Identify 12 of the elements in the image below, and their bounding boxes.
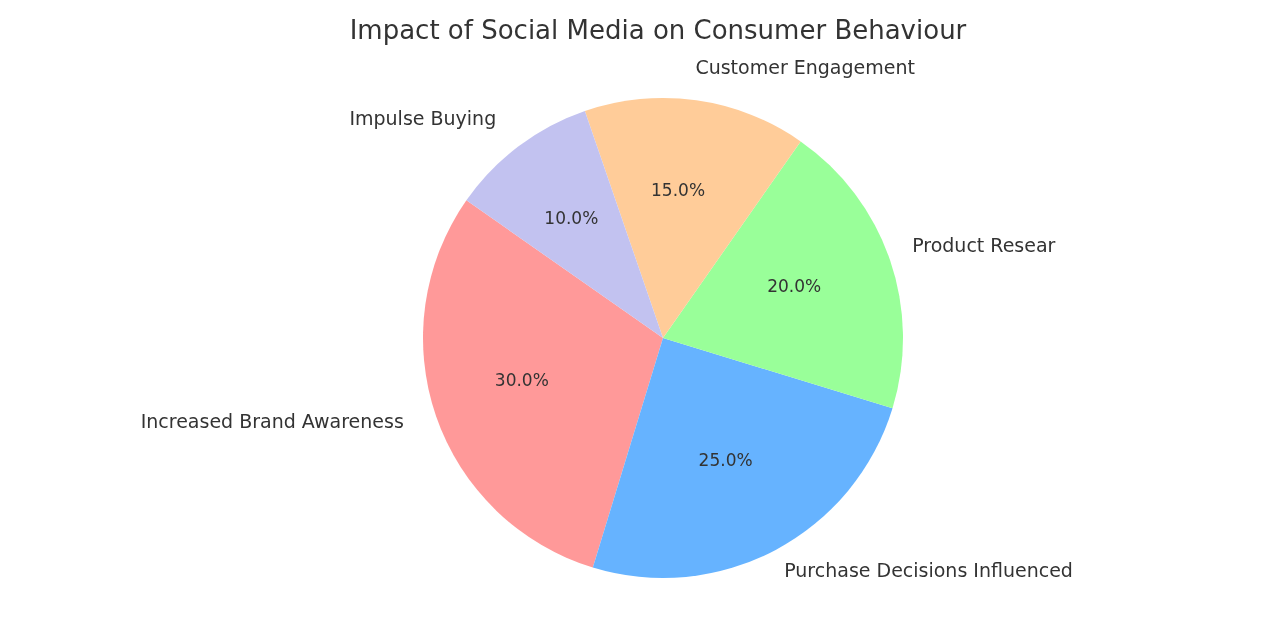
data-label: 20.0% [767,276,822,297]
slice-label: Purchase Decisions Influenced [784,559,1073,582]
pie-slice [423,200,663,568]
data-label: 10.0% [544,208,599,228]
slice-label: Impulse Buying [349,107,497,130]
data-label: 30.0% [494,369,549,390]
slice-label: Increased Brand Awareness [140,409,404,432]
slice-label: Customer Engagement [695,55,915,78]
slice-label: Product Resear [912,234,1056,257]
chart-title: Impact of Social Media on Consumer Behaviour [349,15,967,45]
data-label: 15.0% [651,180,706,201]
data-label: 25.0% [698,450,753,471]
